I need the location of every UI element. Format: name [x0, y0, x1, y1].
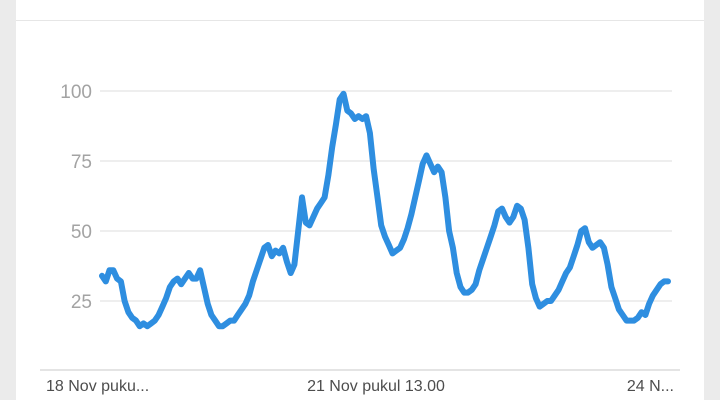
card-divider	[16, 20, 704, 21]
x-tick-label-1: 18 Nov puku...	[46, 378, 149, 395]
x-axis-tick-labels: 18 Nov puku... 21 Nov pukul 13.00 24 N...	[46, 378, 674, 395]
y-tick-label-75: 75	[71, 152, 92, 173]
y-tick-label-50: 50	[71, 222, 92, 243]
y-tick-label-100: 100	[60, 82, 92, 103]
gridlines	[100, 90, 672, 302]
chart-card	[16, 0, 704, 400]
series-line	[99, 90, 671, 330]
y-axis-tick-labels: 25 50 75 100	[60, 82, 92, 313]
y-tick-label-25: 25	[71, 292, 92, 313]
x-tick-label-2: 21 Nov pukul 13.00	[307, 378, 445, 395]
x-tick-label-3: 24 N...	[627, 378, 674, 395]
